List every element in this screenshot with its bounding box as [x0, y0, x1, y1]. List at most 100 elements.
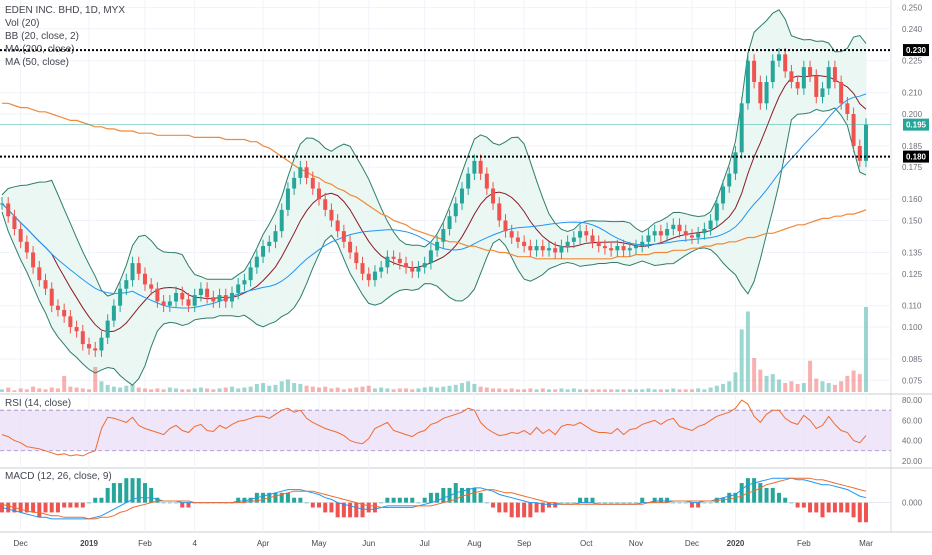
- candle-body: [12, 216, 17, 230]
- macd-histogram-bar: [404, 497, 409, 503]
- macd-histogram-bar: [634, 502, 639, 504]
- macd-histogram-bar: [354, 502, 359, 518]
- macd-histogram-bar: [93, 497, 98, 503]
- volume-bar: [62, 375, 67, 392]
- candle-body: [665, 229, 670, 236]
- macd-histogram-bar: [248, 497, 253, 503]
- volume-bar: [515, 389, 520, 392]
- volume-bar: [839, 381, 844, 392]
- candle-body: [55, 305, 60, 310]
- price-tick-label: 0.075: [902, 376, 923, 385]
- volume-bar: [0, 389, 4, 392]
- candle-body: [211, 297, 216, 302]
- volume-bar: [845, 375, 850, 392]
- volume-bar: [236, 388, 241, 392]
- volume-bar: [571, 388, 576, 392]
- volume-bar: [323, 386, 328, 392]
- macd-histogram-bar: [391, 497, 396, 503]
- volume-bar: [12, 390, 17, 392]
- candle-body: [540, 246, 545, 251]
- macd-histogram-bar: [298, 497, 303, 503]
- candle-body: [242, 280, 247, 285]
- candle-body: [789, 71, 794, 83]
- volume-bar: [329, 388, 334, 392]
- volume-bar: [658, 389, 663, 392]
- price-tick-label: 0.110: [902, 302, 922, 311]
- time-tick-label: Oct: [580, 539, 593, 548]
- macd-histogram-bar: [18, 502, 23, 513]
- macd-histogram-bar: [142, 483, 147, 503]
- volume-bar: [640, 389, 645, 392]
- candle-body: [770, 60, 775, 83]
- candle-body: [379, 267, 384, 272]
- candle-body: [646, 235, 651, 242]
- legend-ma200: MA (200, close): [5, 44, 75, 55]
- candle-body: [522, 241, 527, 247]
- macd-histogram-bar: [310, 502, 315, 508]
- price-tick-label: 0.210: [902, 89, 923, 98]
- volume-bar: [708, 387, 713, 392]
- candle-body: [546, 248, 551, 251]
- macd-histogram-bar: [491, 502, 496, 508]
- volume-bar: [335, 387, 340, 392]
- price-tick-label: 0.185: [902, 142, 923, 151]
- macd-histogram-bar: [565, 502, 570, 504]
- candle-body: [254, 256, 259, 268]
- volume-bar: [136, 387, 141, 392]
- price-tick-label: 0.150: [902, 217, 923, 226]
- price-tick-label: 0.250: [902, 3, 923, 12]
- macd-histogram-bar: [546, 502, 551, 508]
- macd-histogram-bar: [752, 478, 757, 503]
- macd-histogram-bar: [820, 502, 825, 518]
- candle-body: [31, 252, 36, 268]
- volume-bar: [621, 389, 626, 392]
- macd-histogram-bar: [808, 502, 813, 513]
- macd-histogram-bar: [534, 502, 539, 513]
- legend-ma50: MA (50, close): [5, 57, 69, 68]
- volume-bar: [124, 385, 129, 392]
- volume-bar: [68, 386, 73, 392]
- volume-bar: [273, 384, 278, 392]
- legend-rsi: RSI (14, close): [5, 397, 71, 410]
- candle-body: [702, 229, 707, 234]
- macd-histogram-bar: [49, 502, 54, 513]
- bollinger-basis-line: [1, 74, 867, 333]
- rsi-line: [1, 399, 867, 457]
- volume-bar: [416, 388, 421, 392]
- macd-histogram-bar: [540, 502, 545, 513]
- volume-bar: [646, 388, 651, 392]
- volume-bar: [540, 388, 545, 392]
- volume-bar: [478, 386, 483, 392]
- candle-body: [385, 256, 390, 268]
- volume-bar: [341, 389, 346, 392]
- volume-bar: [665, 389, 670, 392]
- volume-bar: [770, 374, 775, 392]
- macd-histogram-bar: [124, 478, 129, 503]
- price-tick-label: 0.200: [902, 110, 923, 119]
- time-tick-label: Dec: [685, 539, 699, 548]
- candle-body: [74, 327, 79, 332]
- volume-bar: [254, 383, 259, 392]
- candle-body: [515, 237, 520, 242]
- candle-body: [845, 103, 850, 114]
- volume-bar: [391, 389, 396, 392]
- macd-histogram-bar: [304, 502, 309, 504]
- macd-histogram-bar: [167, 502, 172, 504]
- macd-histogram-bar: [578, 497, 583, 503]
- volume-bar: [459, 383, 464, 392]
- volume-bar: [6, 387, 11, 392]
- volume-bar: [217, 388, 222, 392]
- candle-body: [534, 246, 539, 251]
- candle-body: [310, 177, 315, 189]
- volume-bar: [820, 381, 825, 392]
- volume-bar: [864, 307, 868, 392]
- candle-body: [217, 295, 222, 302]
- macd-histogram-bar: [459, 487, 464, 503]
- candle-body: [391, 256, 396, 259]
- macd-histogram-bar: [702, 502, 707, 504]
- volume-bar: [422, 387, 427, 392]
- candle-body: [124, 280, 129, 289]
- volume-bar: [615, 389, 620, 392]
- legend-bb: BB (20, close, 2): [5, 31, 79, 42]
- candle-body: [93, 348, 98, 351]
